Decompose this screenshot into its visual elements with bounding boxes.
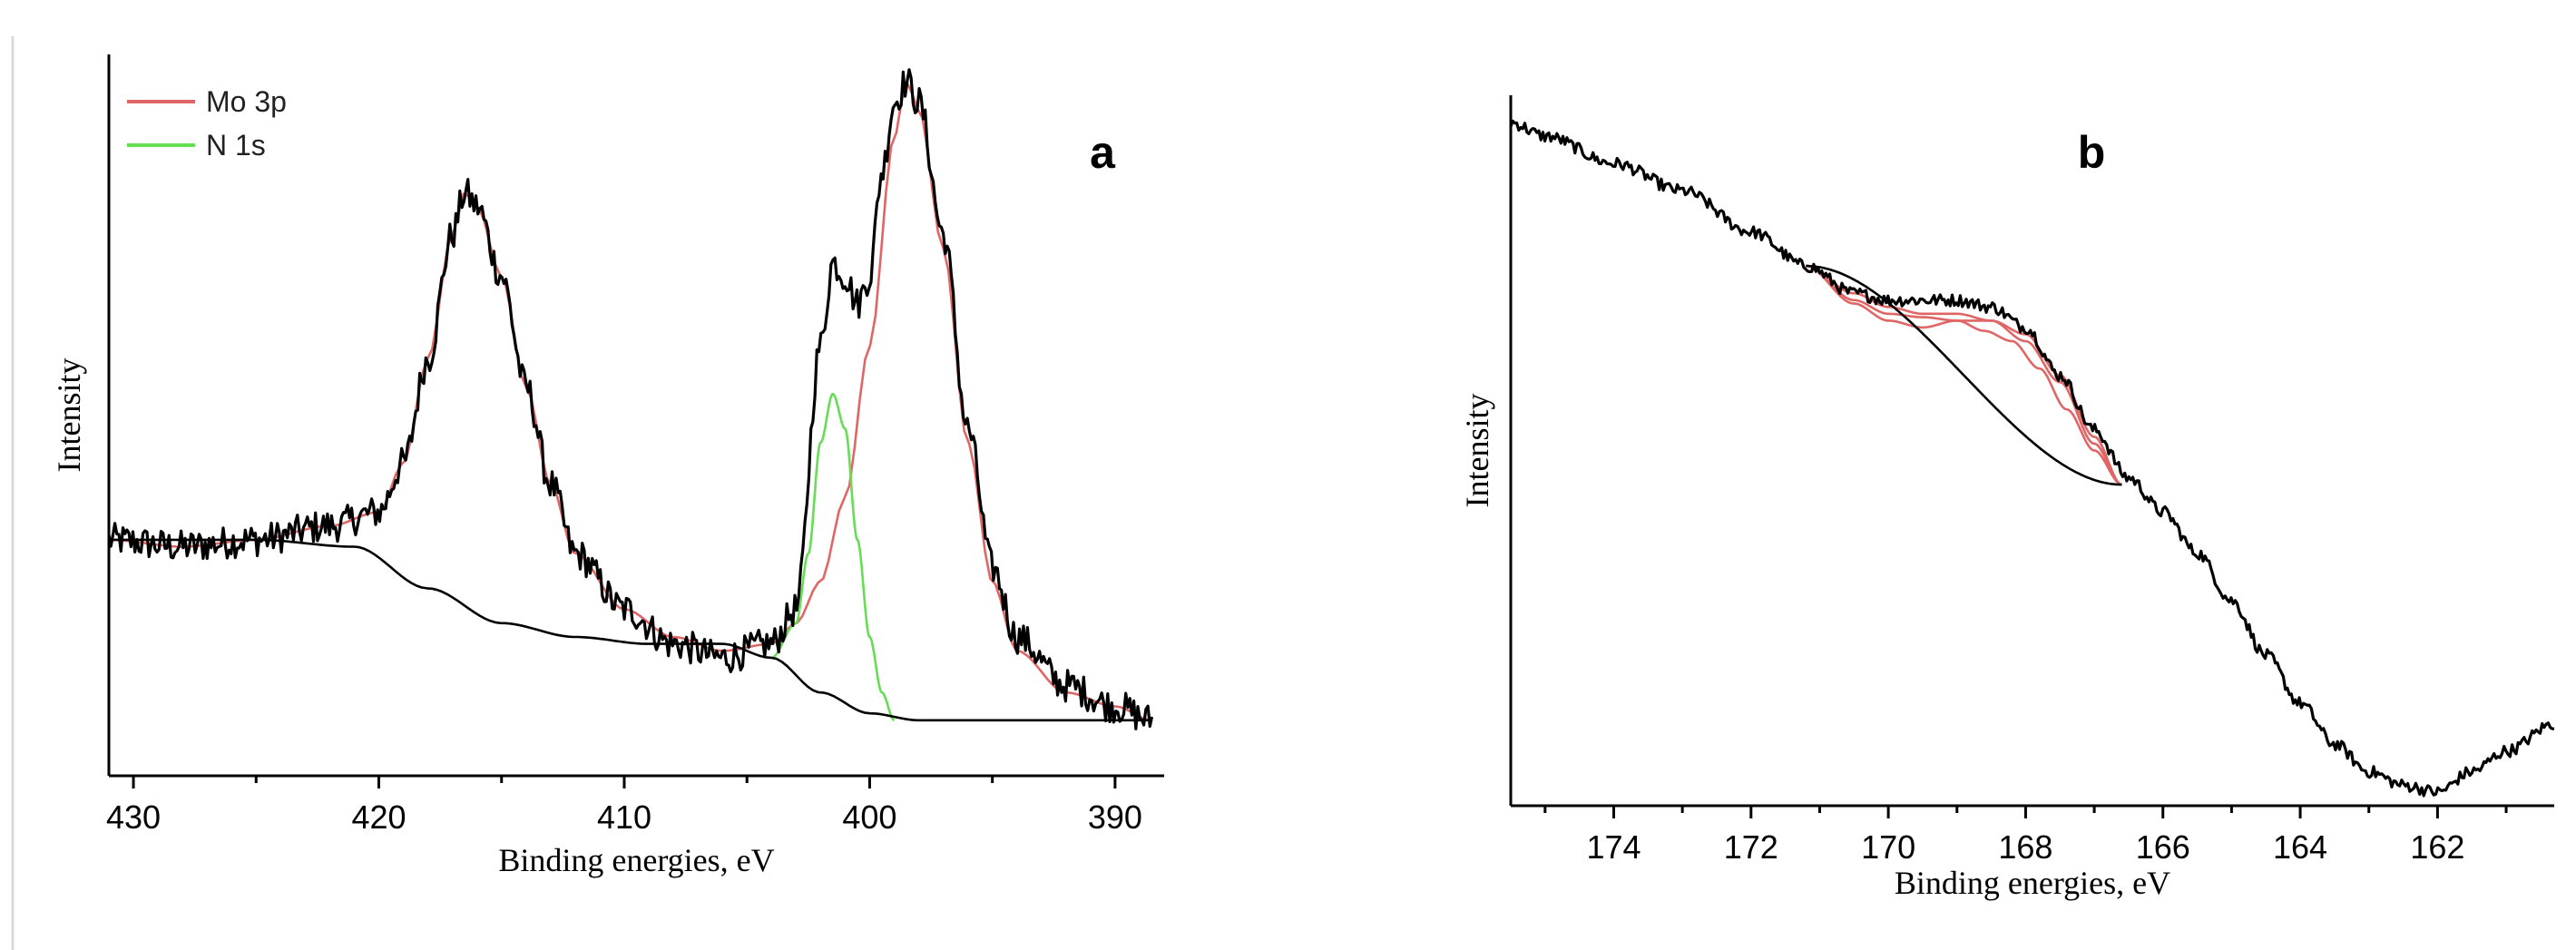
series-measured-line [1509,119,2555,798]
x-axis-title: Binding energies, eV [1895,865,2170,901]
series-mo-3p-line [108,80,1152,722]
panel-label: a [1090,127,1116,178]
panel-b-chart: 174 172 170 168 166 164 162 Binding energies, e… [1459,95,2555,901]
x-axis-title: Binding energies, eV [498,842,774,878]
x-tick-label: 430 [106,798,161,836]
series-component-line [1806,264,2122,486]
x-tick-label: 166 [2136,828,2190,866]
panel-a-chart: 430 420 410 400 390 Binding energies, eV Inten… [51,54,1164,878]
x-tick-label: 400 [842,798,896,836]
x-tick-label: 390 [1088,798,1142,836]
x-tick-label: 168 [1998,828,2052,866]
x-tick-label: 172 [1724,828,1778,866]
series-measured-line [107,68,1154,730]
series-background-line [1806,264,2122,486]
x-tick-label: 164 [2273,828,2327,866]
y-axis-title: Intensity [51,358,87,473]
legend-label: Mo 3p [206,85,287,118]
x-tick-label: 162 [2410,828,2464,866]
x-tick-label: 420 [351,798,406,836]
x-tick-label: 410 [597,798,651,836]
y-axis-title: Intensity [1459,394,1495,508]
x-tick-label: 174 [1586,828,1641,866]
panel-label: b [2078,127,2106,178]
legend-label: N 1s [206,129,266,162]
x-tick-label: 170 [1861,828,1915,866]
series-n-1s-line [770,392,896,722]
series-component-line [1806,264,2122,486]
